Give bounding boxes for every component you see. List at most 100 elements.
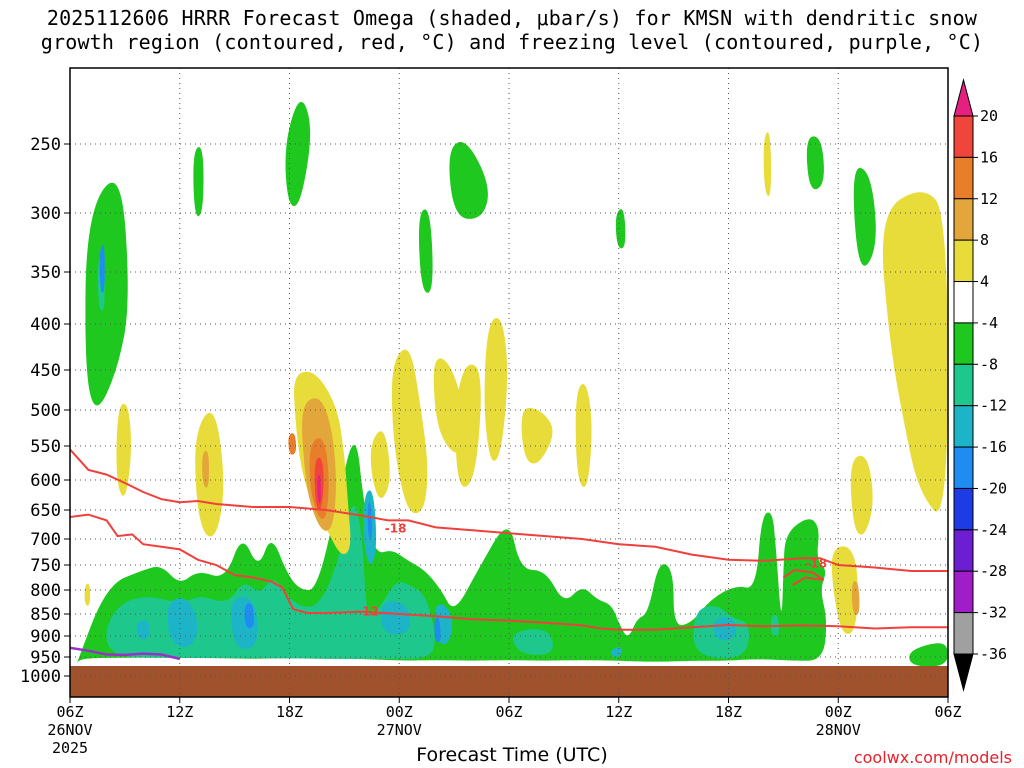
- colorbar-tick-label-12: 12: [980, 190, 998, 208]
- x-year-label-0: 2025: [52, 739, 88, 757]
- omega-area-neg4-0: [85, 182, 128, 406]
- omega-area-pos4-12: [850, 455, 873, 535]
- omega-area-pos4-8: [484, 317, 508, 461]
- omega-area-pos4-4: [370, 431, 390, 498]
- omega-area-neg16-1: [367, 502, 373, 539]
- colorbar-band-8: [953, 198, 974, 241]
- omega-shading: [77, 101, 948, 667]
- freezing-contour-0: [70, 646, 181, 661]
- colorbar-tick-label--20: -20: [980, 479, 1007, 497]
- omega-area-pos4-7: [455, 364, 481, 487]
- y-tick-label-600: 600: [30, 471, 61, 491]
- colorbar-tick-label--24: -24: [980, 521, 1007, 539]
- omega-area-neg12-5: [136, 620, 150, 640]
- omega-area-neg4-2: [285, 101, 311, 207]
- x-date-label-42: 28NOV: [816, 721, 861, 739]
- y-tick-label-350: 350: [30, 263, 61, 283]
- colorbar-band--8: [953, 322, 974, 365]
- colorbar-top-arrow: [953, 78, 974, 117]
- colorbar-tick-label--28: -28: [980, 562, 1007, 580]
- x-tick-label-30: 12Z: [605, 703, 632, 721]
- x-date-label-18: 27NOV: [377, 721, 422, 739]
- colorbar-tick-label--4: -4: [980, 314, 998, 332]
- omega-area-pos4-1: [195, 412, 224, 537]
- y-tick-label-650: 650: [30, 501, 61, 521]
- x-tick-label-18: 00Z: [386, 703, 413, 721]
- omega-area-neg16-0: [244, 603, 254, 629]
- omega-area-pos4-2: [116, 403, 131, 496]
- omega-area-neg4-3: [418, 209, 433, 293]
- colorbar-band--16: [953, 405, 974, 448]
- dgz-contour-2: [70, 513, 948, 631]
- colorbar-bottom-arrow: [953, 653, 974, 692]
- omega-area-neg12-0: [167, 598, 198, 647]
- omega-area-pos12-1: [288, 433, 297, 455]
- y-tick-label-450: 450: [30, 361, 61, 381]
- y-tick-label-900: 900: [30, 627, 61, 647]
- colorbar-band-12: [953, 156, 974, 200]
- y-tick-label-400: 400: [30, 315, 61, 335]
- colorbar-band--4: [953, 281, 974, 324]
- colorbar-band--28: [953, 529, 974, 572]
- colorbar-tick-label--12: -12: [980, 397, 1007, 415]
- title-line-2: growth region (contoured, red, °C) and f…: [40, 30, 984, 54]
- colorbar-band-4: [953, 239, 974, 283]
- y-tick-label-950: 950: [30, 648, 61, 668]
- colorbar-band--12: [953, 363, 974, 407]
- omega-area-neg16-3: [99, 245, 105, 293]
- title-line-1: 2025112606 HRRR Forecast Omega (shaded, …: [46, 6, 978, 30]
- y-tick-label-1000: 1000: [20, 667, 61, 687]
- colorbar-band-16: [953, 115, 974, 158]
- colorbar-tick-label-4: 4: [980, 273, 989, 291]
- omega-area-pos8-2: [851, 581, 860, 616]
- ground-surface: [70, 666, 948, 697]
- x-tick-label-0: 06Z: [56, 703, 83, 721]
- colorbar-band--24: [953, 487, 974, 531]
- omega-area-pos8-1: [202, 450, 209, 488]
- omega-area-pos4-10: [575, 383, 592, 487]
- x-tick-label-6: 12Z: [166, 703, 193, 721]
- colorbar-tick-label--32: -32: [980, 604, 1007, 622]
- colorbar: 20 16 12 8 4 -4 -8 -12 -16 -20 -24 -28 -32 -36: [953, 78, 1007, 692]
- omega-area-pos4-5: [391, 349, 428, 514]
- dgz-contour-label-2: -12: [357, 605, 379, 619]
- x-tick-label-24: 06Z: [495, 703, 522, 721]
- dgz-contour-0: [70, 448, 948, 572]
- omega-area-neg4-9: [909, 643, 948, 667]
- colorbar-tick-label-16: 16: [980, 148, 998, 166]
- x-tick-label-42: 00Z: [825, 703, 852, 721]
- x-tick-label-36: 18Z: [715, 703, 742, 721]
- colorbar-band--32: [953, 570, 974, 614]
- x-date-label-0: 26NOV: [47, 721, 92, 739]
- omega-area-neg12-3: [381, 601, 411, 635]
- omega-area-neg4-5: [615, 209, 626, 249]
- dgz-contour-1: [782, 568, 825, 586]
- chart-title: 2025112606 HRRR Forecast Omega (shaded, …: [0, 6, 1024, 54]
- omega-area-neg8-3: [512, 629, 553, 655]
- x-tick-label-12: 18Z: [276, 703, 303, 721]
- y-tick-label-300: 300: [30, 204, 61, 224]
- omega-area-neg12-7: [611, 647, 622, 657]
- omega-area-pos20-0: [317, 474, 321, 503]
- colorbar-tick-label--8: -8: [980, 355, 998, 373]
- x-axis-label: Forecast Time (UTC): [416, 744, 608, 766]
- omega-area-pos4-11: [882, 192, 948, 512]
- contours: -18 -18 -12: [70, 448, 948, 661]
- y-tick-label-700: 700: [30, 530, 61, 550]
- y-tick-label-750: 750: [30, 556, 61, 576]
- y-tick-label-550: 550: [30, 437, 61, 457]
- colorbar-tick-label-8: 8: [980, 231, 989, 249]
- axes: 2503003504004505005506006507007508008509…: [20, 67, 962, 757]
- credit-link[interactable]: coolwx.com/models: [853, 748, 1012, 767]
- plot-area: -18 -18 -12: [69, 68, 949, 697]
- y-tick-label-850: 850: [30, 605, 61, 625]
- y-tick-label-500: 500: [30, 401, 61, 421]
- colorbar-tick-label--36: -36: [980, 645, 1007, 663]
- colorbar-band--36: [953, 612, 974, 655]
- omega-area-neg12-4: [713, 617, 737, 641]
- omega-area-neg4-6: [806, 136, 824, 190]
- y-tick-label-800: 800: [30, 581, 61, 601]
- dgz-contour-label-0: -18: [385, 521, 407, 535]
- omega-area-pos4-14: [763, 132, 772, 197]
